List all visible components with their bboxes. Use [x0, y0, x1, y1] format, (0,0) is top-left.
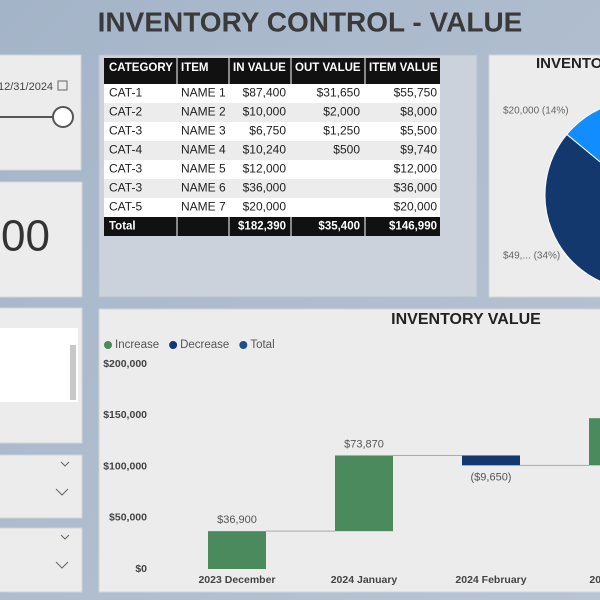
- x-tick-label: 2023 December: [198, 574, 275, 586]
- table-row: [104, 122, 440, 141]
- legend-label: Total: [250, 339, 274, 351]
- table-row: [104, 179, 440, 198]
- table-cell: CAT-5: [109, 200, 142, 214]
- table-cell: $12,000: [394, 162, 438, 176]
- table-cell: $5,500: [400, 124, 437, 138]
- table-row: [104, 198, 440, 217]
- column-header: IN VALUE: [233, 62, 286, 74]
- table-cell: $2,000: [323, 105, 360, 119]
- table-cell: CAT-2: [109, 105, 142, 119]
- table-cell: CAT-1: [109, 86, 142, 100]
- table-cell: NAME 5: [181, 162, 226, 176]
- table-cell: CAT-3: [109, 181, 142, 195]
- table-cell: $10,240: [243, 143, 287, 157]
- dropdown-panel: [0, 527, 83, 593]
- pie-label: $20,000 (14%): [503, 106, 569, 117]
- table-row: [104, 103, 440, 122]
- waterfall-panel: [98, 308, 600, 593]
- y-tick-label: $0: [135, 563, 147, 575]
- table-cell: $500: [333, 143, 360, 157]
- calendar-icon[interactable]: [57, 80, 68, 91]
- waterfall-chart: INVENTORY VALUE Increase Decrease Total $0 $5…: [103, 311, 600, 586]
- table-cell: CAT-4: [109, 143, 142, 157]
- waterfall-bar: [462, 455, 520, 466]
- table-row: [104, 84, 440, 103]
- table-total-row: [104, 217, 440, 236]
- table-cell: $36,000: [394, 181, 438, 195]
- y-tick-label: $150,000: [103, 409, 147, 421]
- column-header: CATEGORY: [109, 62, 173, 74]
- chart-title: INVENTO: [536, 55, 600, 72]
- table-cell: $55,750: [394, 86, 438, 100]
- chart-title: INVENTORY VALUE: [391, 311, 541, 328]
- waterfall-bar: [335, 455, 393, 532]
- dropdown-chevron[interactable]: [55, 461, 70, 496]
- table-cell: $20,000: [243, 200, 287, 214]
- table-cell: $20,000: [394, 200, 438, 214]
- legend-marker: [104, 341, 112, 349]
- pie-chart: [544, 108, 600, 282]
- list-box[interactable]: [0, 328, 78, 402]
- legend-marker: [169, 341, 178, 349]
- table-cell: NAME 7: [181, 200, 226, 214]
- table-row: [104, 141, 440, 160]
- table-cell: CAT-3: [109, 124, 142, 138]
- table-cell: $9,740: [400, 143, 437, 157]
- scrollbar[interactable]: [70, 345, 76, 400]
- slider-handle[interactable]: [52, 106, 74, 128]
- table-cell: CAT-3: [109, 162, 142, 176]
- table-cell: NAME 6: [181, 181, 226, 195]
- table-cell: $8,000: [400, 105, 437, 119]
- table-cell: $10,000: [243, 105, 287, 119]
- x-tick-label: 2024 February: [455, 574, 526, 586]
- dropdown-panel: [0, 454, 83, 519]
- total-cell: Total: [109, 221, 136, 233]
- table: CATEGORY ITEM IN VALUE OUT VALUE ITEM VALUE C…: [104, 58, 440, 236]
- card-value: 00: [1, 212, 50, 261]
- table-cell: $36,000: [243, 181, 287, 195]
- y-tick-label: $200,000: [103, 358, 147, 370]
- table-cell: $1,250: [323, 124, 360, 138]
- date-value[interactable]: 12/31/2024: [0, 81, 53, 93]
- card: [0, 181, 83, 298]
- pie-label: $49,... (34%): [503, 251, 560, 262]
- x-tick-label: 2024 March: [589, 574, 600, 586]
- x-tick-label: 2024 January: [331, 574, 398, 586]
- table-cell: $12,000: [243, 162, 287, 176]
- total-cell: $35,400: [318, 221, 360, 233]
- table-cell: NAME 3: [181, 124, 226, 138]
- legend-label: Increase: [115, 339, 159, 351]
- data-label: $73,870: [344, 438, 384, 450]
- column-header: OUT VALUE: [295, 62, 361, 74]
- dropdown-chevron[interactable]: [55, 534, 70, 569]
- table-header: [104, 58, 440, 84]
- page-title: INVENTORY CONTROL - VALUE: [98, 6, 523, 37]
- column-header: ITEM VALUE: [369, 62, 438, 74]
- waterfall-bar: [589, 418, 600, 466]
- column-header: ITEM: [181, 62, 208, 74]
- total-cell: $182,390: [238, 221, 286, 233]
- legend-label: Decrease: [180, 339, 229, 351]
- table-cell: $31,650: [317, 86, 361, 100]
- table-cell: NAME 4: [181, 143, 226, 157]
- table-cell: $6,750: [249, 124, 286, 138]
- total-cell: $146,990: [389, 221, 437, 233]
- waterfall-bar: [208, 531, 266, 569]
- legend-marker: [239, 341, 248, 349]
- data-label: $36,900: [217, 514, 257, 526]
- table-cell: NAME 1: [181, 86, 226, 100]
- data-label: ($9,650): [471, 471, 512, 483]
- table-row: [104, 160, 440, 179]
- pie-slice: [544, 133, 600, 282]
- y-tick-label: $50,000: [109, 512, 147, 524]
- table-cell: NAME 2: [181, 105, 226, 119]
- y-tick-label: $100,000: [103, 460, 147, 472]
- table-cell: $87,400: [243, 86, 287, 100]
